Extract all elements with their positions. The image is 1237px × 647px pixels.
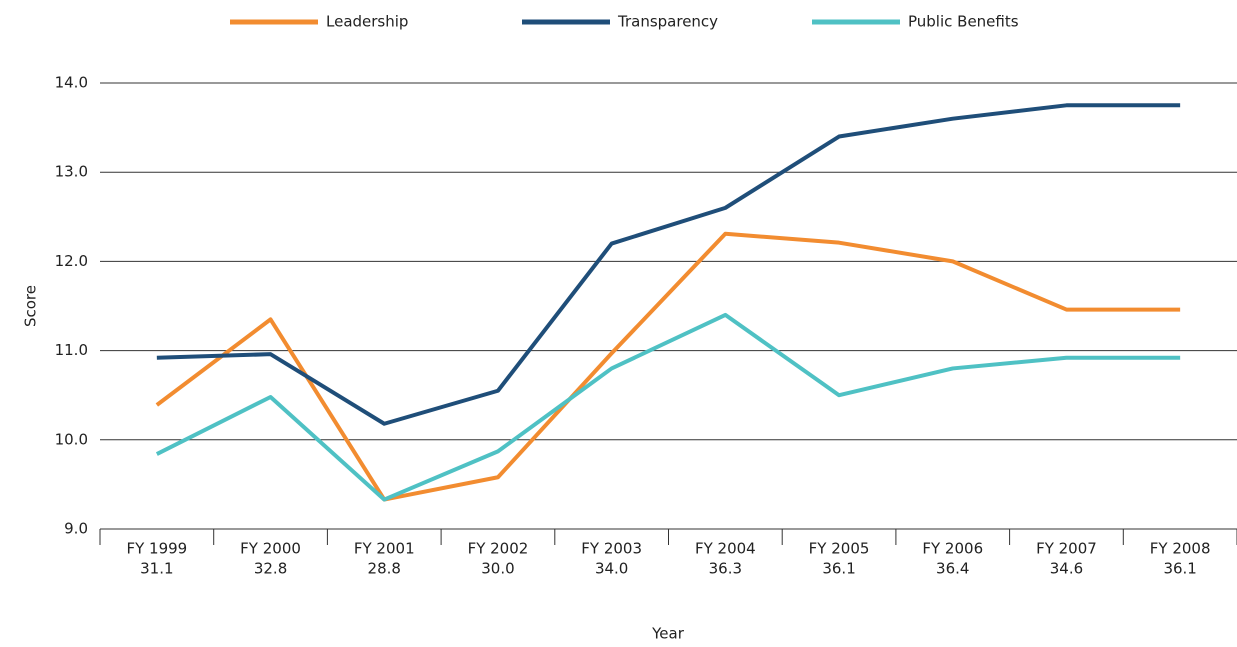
legend-label: Leadership: [326, 13, 408, 31]
x-tick-label: FY 1999: [126, 540, 187, 558]
x-tick-sublabel: 36.3: [709, 560, 742, 578]
x-tick-label: FY 2000: [240, 540, 301, 558]
x-tick-label: FY 2002: [468, 540, 529, 558]
x-tick-sublabel: 36.1: [822, 560, 855, 578]
y-axis-label: Score: [22, 285, 40, 327]
y-tick-label: 12.0: [55, 252, 88, 270]
x-tick-label: FY 2001: [354, 540, 415, 558]
x-tick-sublabel: 28.8: [368, 560, 401, 578]
x-tick-label: FY 2007: [1036, 540, 1097, 558]
x-tick-label: FY 2005: [809, 540, 870, 558]
x-axis-label: Year: [651, 625, 685, 643]
x-tick-label: FY 2003: [581, 540, 642, 558]
x-tick-sublabel: 34.6: [1050, 560, 1083, 578]
y-tick-label: 10.0: [55, 430, 88, 448]
x-tick-sublabel: 32.8: [254, 560, 287, 578]
line-series: [155, 231, 1181, 502]
x-tick-sublabel: 31.1: [140, 560, 173, 578]
y-tick-label: 11.0: [55, 341, 88, 359]
x-tick-label: FY 2004: [695, 540, 756, 558]
x-tick-label: FY 2008: [1150, 540, 1211, 558]
legend-label: Transparency: [617, 13, 718, 31]
y-tick-label: 13.0: [55, 163, 88, 181]
line-series: [155, 312, 1181, 502]
y-tick-label: 14.0: [55, 74, 88, 92]
y-tick-label: 9.0: [64, 520, 88, 538]
x-tick-label: FY 2006: [922, 540, 983, 558]
x-tick-sublabel: 36.4: [936, 560, 969, 578]
x-tick-sublabel: 30.0: [481, 560, 514, 578]
x-tick-sublabel: 34.0: [595, 560, 628, 578]
x-tick-sublabel: 36.1: [1163, 560, 1196, 578]
line-series: [156, 103, 1181, 426]
legend-label: Public Benefits: [908, 13, 1019, 31]
